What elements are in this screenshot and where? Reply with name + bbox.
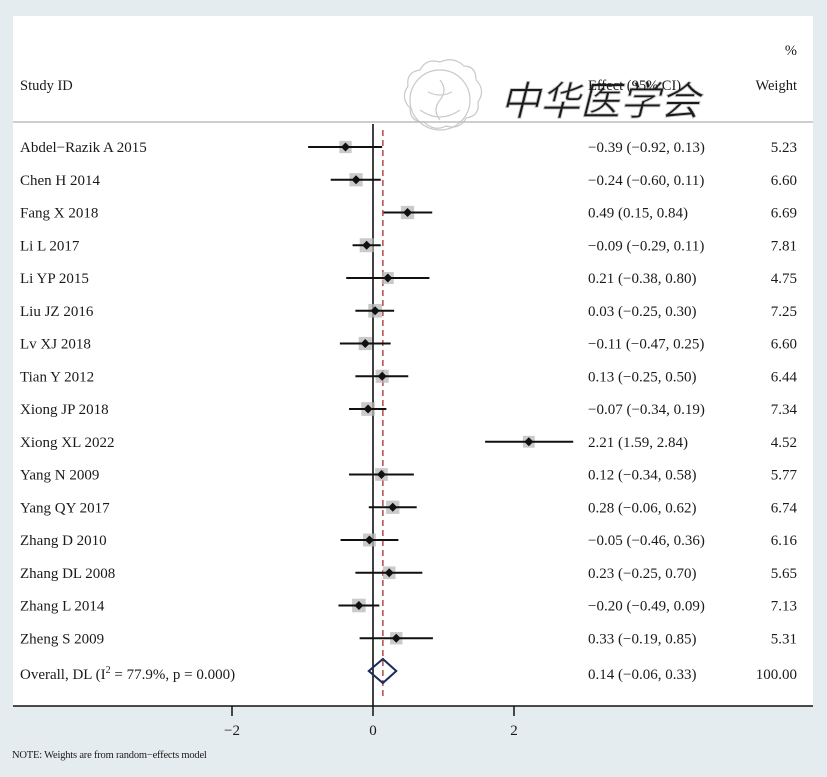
- study-label: Liu JZ 2016: [20, 304, 94, 320]
- effect-ci-text: 0.23 (−0.25, 0.70): [588, 566, 696, 582]
- study-row: Tian Y 2012 0.13 (−0.25, 0.50) 6.44: [20, 369, 798, 385]
- header-effect: Effect (95% CI): [588, 78, 681, 94]
- effect-ci-text: 0.13 (−0.25, 0.50): [588, 369, 696, 385]
- effect-ci-text: 0.28 (−0.06, 0.62): [588, 500, 696, 516]
- effect-ci-text: −0.05 (−0.46, 0.36): [588, 533, 705, 549]
- weight-text: 4.52: [771, 435, 797, 451]
- study-row: Chen H 2014 −0.24 (−0.60, 0.11) 6.60: [20, 173, 797, 189]
- weight-text: 5.65: [771, 566, 797, 582]
- study-label: Zhang D 2010: [20, 533, 107, 549]
- study-row: Zhang DL 2008 0.23 (−0.25, 0.70) 5.65: [20, 566, 797, 582]
- study-row: Xiong XL 2022 2.21 (1.59, 2.84) 4.52: [20, 435, 797, 451]
- study-label: Li YP 2015: [20, 271, 89, 287]
- study-label: Yang QY 2017: [20, 500, 110, 516]
- point-estimate: [391, 633, 401, 643]
- overall-weight-text: 100.00: [756, 667, 797, 683]
- point-estimate: [360, 339, 370, 348]
- point-estimate: [370, 306, 380, 316]
- point-estimate: [341, 142, 351, 152]
- weight-text: 6.60: [771, 337, 797, 353]
- study-label: Fang X 2018: [20, 206, 98, 222]
- chart-panel: [13, 16, 813, 706]
- study-row: Liu JZ 2016 0.03 (−0.25, 0.30) 7.25: [20, 304, 797, 320]
- point-estimate: [376, 470, 386, 479]
- point-estimate: [384, 568, 394, 578]
- point-estimate: [354, 601, 364, 610]
- study-label: Abdel−Razik A 2015: [20, 140, 147, 156]
- study-row: Xiong JP 2018 −0.07 (−0.34, 0.19) 7.34: [20, 402, 798, 418]
- study-row: Zhang D 2010 −0.05 (−0.46, 0.36) 6.16: [20, 533, 798, 549]
- effect-ci-text: −0.39 (−0.92, 0.13): [588, 140, 705, 156]
- footnote: NOTE: Weights are from random−effects mo…: [12, 750, 207, 761]
- x-tick-label: 0: [369, 723, 377, 739]
- effect-ci-text: 0.49 (0.15, 0.84): [588, 206, 688, 222]
- effect-ci-text: −0.24 (−0.60, 0.11): [588, 173, 704, 189]
- weight-text: 5.23: [771, 140, 797, 156]
- study-label: Li L 2017: [20, 238, 80, 254]
- effect-ci-text: 0.03 (−0.25, 0.30): [588, 304, 696, 320]
- x-tick-label: 2: [510, 723, 518, 739]
- study-label: Chen H 2014: [20, 173, 100, 189]
- weight-text: 6.16: [771, 533, 798, 549]
- study-label: Xiong XL 2022: [20, 435, 114, 451]
- study-label: Zheng S 2009: [20, 631, 104, 647]
- study-row: Li L 2017 −0.09 (−0.29, 0.11) 7.81: [20, 238, 797, 254]
- weight-text: 6.74: [771, 500, 798, 516]
- point-estimate: [403, 208, 413, 217]
- weight-text: 5.77: [771, 468, 798, 484]
- effect-ci-text: 2.21 (1.59, 2.84): [588, 435, 688, 451]
- x-tick-label: −2: [224, 723, 240, 739]
- weight-text: 6.44: [771, 369, 798, 385]
- weight-text: 7.34: [771, 402, 798, 418]
- weight-text: 7.81: [771, 238, 797, 254]
- point-estimate: [351, 175, 361, 185]
- watermark-calligraphy: 中华医学会: [500, 79, 704, 124]
- study-row: Li YP 2015 0.21 (−0.38, 0.80) 4.75: [20, 271, 797, 287]
- study-row: Lv XJ 2018 −0.11 (−0.47, 0.25) 6.60: [20, 337, 797, 353]
- x-axis: −2 0 2: [13, 705, 813, 739]
- effect-ci-text: −0.09 (−0.29, 0.11): [588, 238, 704, 254]
- study-row: Yang QY 2017 0.28 (−0.06, 0.62) 6.74: [20, 500, 798, 516]
- watermark: 中华医学会: [403, 59, 704, 131]
- weight-text: 6.60: [771, 173, 797, 189]
- effect-ci-text: −0.07 (−0.34, 0.19): [588, 402, 705, 418]
- weight-text: 7.25: [771, 304, 797, 320]
- header-weight-percent: %: [785, 43, 797, 59]
- study-label: Yang N 2009: [20, 468, 99, 484]
- weight-text: 4.75: [771, 271, 797, 287]
- effect-ci-text: 0.21 (−0.38, 0.80): [588, 271, 696, 287]
- study-row: Fang X 2018 0.49 (0.15, 0.84) 6.69: [20, 206, 797, 222]
- header-weight: Weight: [755, 78, 797, 94]
- weight-text: 6.69: [771, 206, 797, 222]
- overall-label: Overall, DL (I2 = 77.9%, p = 0.000): [20, 665, 235, 683]
- weight-text: 5.31: [771, 631, 797, 647]
- header-study-id: Study ID: [20, 78, 73, 94]
- effect-ci-text: −0.11 (−0.47, 0.25): [588, 337, 704, 353]
- seal-icon: [403, 59, 483, 131]
- study-label: Xiong JP 2018: [20, 402, 109, 418]
- point-estimate: [363, 404, 373, 414]
- effect-ci-text: 0.33 (−0.19, 0.85): [588, 631, 696, 647]
- weight-text: 7.13: [771, 599, 797, 615]
- overall-effect-text: 0.14 (−0.06, 0.33): [588, 667, 696, 683]
- overall-row: Overall, DL (I2 = 77.9%, p = 0.000) 0.14…: [20, 657, 797, 685]
- point-estimate: [524, 437, 534, 447]
- point-estimate: [362, 240, 372, 250]
- point-estimate: [364, 535, 374, 545]
- point-estimate: [388, 502, 398, 512]
- point-estimate: [383, 273, 393, 283]
- study-row: Zhang L 2014 −0.20 (−0.49, 0.09) 7.13: [20, 599, 797, 615]
- study-row: Yang N 2009 0.12 (−0.34, 0.58) 5.77: [20, 468, 798, 484]
- study-row: Abdel−Razik A 2015 −0.39 (−0.92, 0.13) 5.2…: [20, 140, 797, 156]
- effect-ci-text: −0.20 (−0.49, 0.09): [588, 599, 705, 615]
- study-label: Tian Y 2012: [20, 369, 94, 385]
- overall-diamond: [367, 657, 398, 685]
- study-row: Zheng S 2009 0.33 (−0.19, 0.85) 5.31: [20, 631, 797, 647]
- effect-ci-text: 0.12 (−0.34, 0.58): [588, 468, 696, 484]
- point-estimate: [377, 371, 387, 381]
- study-label: Zhang DL 2008: [20, 566, 115, 582]
- study-label: Zhang L 2014: [20, 599, 105, 615]
- study-label: Lv XJ 2018: [20, 337, 91, 353]
